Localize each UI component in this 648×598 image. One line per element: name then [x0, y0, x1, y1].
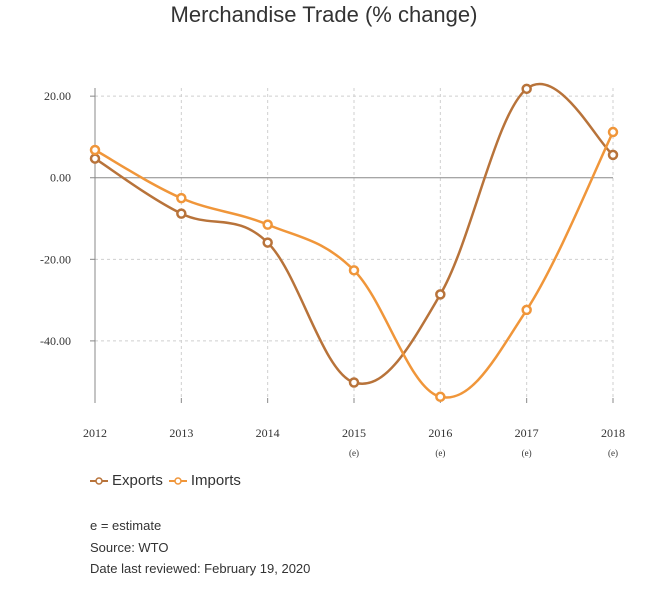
legend-item-imports[interactable]: Imports [168, 472, 241, 489]
x-tick-label: 2018 [601, 426, 625, 440]
data-point-imports[interactable] [435, 391, 446, 403]
data-point-imports[interactable] [521, 304, 532, 316]
y-tick-label: -40.00 [40, 334, 71, 348]
x-tick-label: 2017 [515, 426, 539, 440]
x-tick-label: 2015 [342, 426, 366, 440]
data-point-exports[interactable] [607, 149, 619, 161]
footnote-source: Source: WTO [90, 539, 169, 555]
y-tick-label: 0.00 [50, 171, 71, 185]
line-chart: 20.00 0.00 -20.00 -40.00 2012 2013 2014 2015 (e)… [40, 82, 625, 458]
x-tick-label: 2014 [256, 426, 280, 440]
x-tick-note: (e) [435, 448, 445, 458]
data-point-imports[interactable] [262, 219, 273, 230]
data-point-exports[interactable] [262, 237, 273, 248]
exports-swatch-icon [90, 476, 108, 485]
x-tick-note: (e) [608, 448, 618, 458]
data-point-exports[interactable] [176, 208, 187, 219]
x-tick-note: (e) [522, 448, 532, 458]
data-point-imports[interactable] [176, 192, 187, 204]
grid [94, 88, 614, 398]
axes [90, 88, 614, 403]
series-layer [89, 82, 619, 403]
tick-labels: 20.00 0.00 -20.00 -40.00 2012 2013 2014 2015 (e)… [40, 89, 625, 458]
data-point-exports[interactable] [521, 83, 532, 95]
imports-swatch-icon [168, 476, 187, 485]
data-point-imports[interactable] [607, 126, 619, 138]
x-tick-label: 2013 [169, 426, 193, 440]
legend-label-exports: Exports [112, 472, 163, 489]
footnotes: e = estimate Source: WTO Date last revie… [90, 515, 310, 580]
data-point-imports[interactable] [348, 265, 360, 276]
footnote-reviewed: Date last reviewed: February 19, 2020 [90, 561, 311, 576]
legend: Exports Imports [90, 472, 247, 489]
x-tick-label: 2016 [428, 426, 452, 440]
data-point-exports[interactable] [348, 377, 360, 388]
footnote-estimate: e = estimate [90, 518, 162, 533]
legend-item-exports[interactable]: Exports [90, 472, 163, 489]
data-point-imports[interactable] [89, 144, 101, 156]
y-tick-label: 20.00 [44, 89, 71, 103]
legend-label-imports: Imports [190, 472, 241, 489]
data-point-exports[interactable] [89, 153, 101, 164]
x-tick-note: (e) [349, 448, 359, 458]
x-tick-label: 2012 [83, 426, 107, 440]
data-point-exports[interactable] [435, 289, 446, 300]
chart-title: Merchandise Trade (% change) [170, 2, 478, 27]
y-tick-label: -20.00 [40, 252, 71, 266]
series-line-imports [94, 131, 615, 399]
